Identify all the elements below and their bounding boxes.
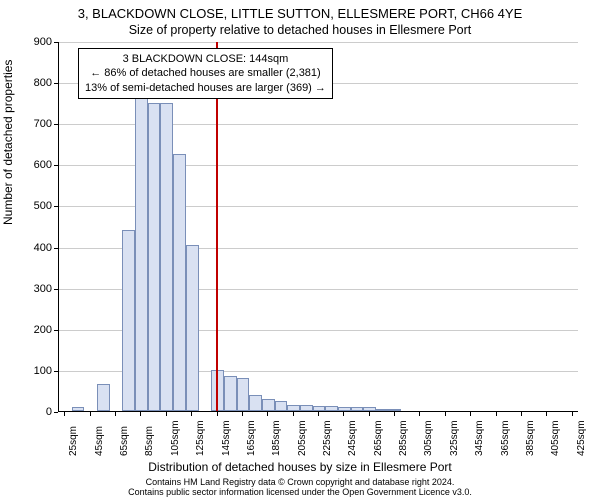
x-axis-label: Distribution of detached houses by size … bbox=[0, 460, 600, 474]
y-tick-mark bbox=[54, 165, 58, 166]
histogram-bar bbox=[325, 406, 338, 411]
chart-annotation-box: 3 BLACKDOWN CLOSE: 144sqm ← 86% of detac… bbox=[78, 48, 333, 99]
x-tick-mark bbox=[140, 412, 141, 416]
y-tick-label: 0 bbox=[12, 406, 52, 418]
histogram-bar bbox=[313, 406, 326, 411]
histogram-bar bbox=[160, 103, 173, 411]
x-tick-label: 265sqm bbox=[373, 420, 384, 456]
y-tick-mark bbox=[54, 289, 58, 290]
y-tick-mark bbox=[54, 206, 58, 207]
x-tick-label: 225sqm bbox=[322, 420, 333, 456]
x-tick-mark bbox=[191, 412, 192, 416]
footer-line: Contains public sector information licen… bbox=[0, 487, 600, 497]
x-tick-mark bbox=[343, 412, 344, 416]
x-tick-label: 25sqm bbox=[68, 426, 79, 456]
annotation-line: ← 86% of detached houses are smaller (2,… bbox=[85, 66, 326, 80]
x-tick-label: 245sqm bbox=[347, 420, 358, 456]
chart-title: 3, BLACKDOWN CLOSE, LITTLE SUTTON, ELLES… bbox=[0, 6, 600, 21]
histogram-bar bbox=[224, 376, 237, 411]
x-tick-mark bbox=[546, 412, 547, 416]
y-tick-mark bbox=[54, 371, 58, 372]
x-tick-label: 145sqm bbox=[221, 420, 232, 456]
histogram-bar bbox=[135, 94, 148, 411]
x-tick-label: 85sqm bbox=[144, 426, 155, 456]
x-tick-label: 105sqm bbox=[170, 420, 181, 456]
histogram-bar bbox=[287, 405, 300, 411]
histogram-bar bbox=[376, 409, 389, 411]
histogram-bar bbox=[363, 407, 376, 411]
y-tick-label: 700 bbox=[12, 118, 52, 130]
y-tick-label: 100 bbox=[12, 365, 52, 377]
y-tick-label: 800 bbox=[12, 77, 52, 89]
x-tick-label: 65sqm bbox=[119, 426, 130, 456]
x-tick-label: 365sqm bbox=[500, 420, 511, 456]
y-tick-label: 300 bbox=[12, 283, 52, 295]
histogram-bar bbox=[186, 245, 199, 412]
x-tick-mark bbox=[318, 412, 319, 416]
x-tick-mark bbox=[445, 412, 446, 416]
x-tick-label: 45sqm bbox=[94, 426, 105, 456]
x-tick-mark bbox=[496, 412, 497, 416]
histogram-bar bbox=[173, 154, 186, 411]
x-tick-label: 285sqm bbox=[398, 420, 409, 456]
histogram-bar bbox=[351, 407, 364, 411]
histogram-bar bbox=[72, 407, 85, 411]
x-tick-mark bbox=[521, 412, 522, 416]
x-tick-mark bbox=[419, 412, 420, 416]
y-tick-mark bbox=[54, 83, 58, 84]
footer-line: Contains HM Land Registry data © Crown c… bbox=[0, 477, 600, 487]
histogram-bar bbox=[97, 384, 110, 411]
y-tick-label: 400 bbox=[12, 242, 52, 254]
y-tick-mark bbox=[54, 124, 58, 125]
chart-footer: Contains HM Land Registry data © Crown c… bbox=[0, 477, 600, 497]
x-tick-mark bbox=[64, 412, 65, 416]
histogram-bar bbox=[249, 395, 262, 411]
x-tick-label: 345sqm bbox=[474, 420, 485, 456]
x-tick-mark bbox=[217, 412, 218, 416]
x-tick-label: 185sqm bbox=[271, 420, 282, 456]
histogram-bar bbox=[262, 399, 275, 411]
x-tick-mark bbox=[394, 412, 395, 416]
x-tick-label: 425sqm bbox=[576, 420, 587, 456]
histogram-bar bbox=[300, 405, 313, 411]
y-tick-mark bbox=[54, 330, 58, 331]
histogram-bar bbox=[275, 401, 288, 411]
x-tick-mark bbox=[242, 412, 243, 416]
y-tick-mark bbox=[54, 412, 58, 413]
annotation-line: 13% of semi-detached houses are larger (… bbox=[85, 81, 326, 95]
y-tick-label: 200 bbox=[12, 324, 52, 336]
x-tick-label: 125sqm bbox=[195, 420, 206, 456]
x-tick-mark bbox=[369, 412, 370, 416]
y-tick-label: 600 bbox=[12, 159, 52, 171]
y-tick-label: 500 bbox=[12, 200, 52, 212]
x-tick-mark bbox=[293, 412, 294, 416]
x-tick-label: 165sqm bbox=[246, 420, 257, 456]
x-tick-label: 385sqm bbox=[525, 420, 536, 456]
x-tick-mark bbox=[166, 412, 167, 416]
y-tick-label: 900 bbox=[12, 36, 52, 48]
histogram-bar bbox=[148, 103, 161, 411]
histogram-bar bbox=[122, 230, 135, 411]
histogram-bar bbox=[237, 378, 250, 411]
x-tick-label: 205sqm bbox=[297, 420, 308, 456]
x-tick-mark bbox=[115, 412, 116, 416]
histogram-bar bbox=[338, 407, 351, 411]
x-tick-label: 405sqm bbox=[550, 420, 561, 456]
x-tick-label: 305sqm bbox=[423, 420, 434, 456]
y-tick-mark bbox=[54, 42, 58, 43]
annotation-line: 3 BLACKDOWN CLOSE: 144sqm bbox=[85, 52, 326, 66]
x-tick-label: 325sqm bbox=[449, 420, 460, 456]
chart-subtitle: Size of property relative to detached ho… bbox=[0, 23, 600, 37]
histogram-bar bbox=[389, 409, 402, 411]
x-tick-mark bbox=[267, 412, 268, 416]
x-tick-mark bbox=[470, 412, 471, 416]
gridline bbox=[59, 42, 578, 43]
y-tick-mark bbox=[54, 248, 58, 249]
x-tick-mark bbox=[572, 412, 573, 416]
x-tick-mark bbox=[90, 412, 91, 416]
